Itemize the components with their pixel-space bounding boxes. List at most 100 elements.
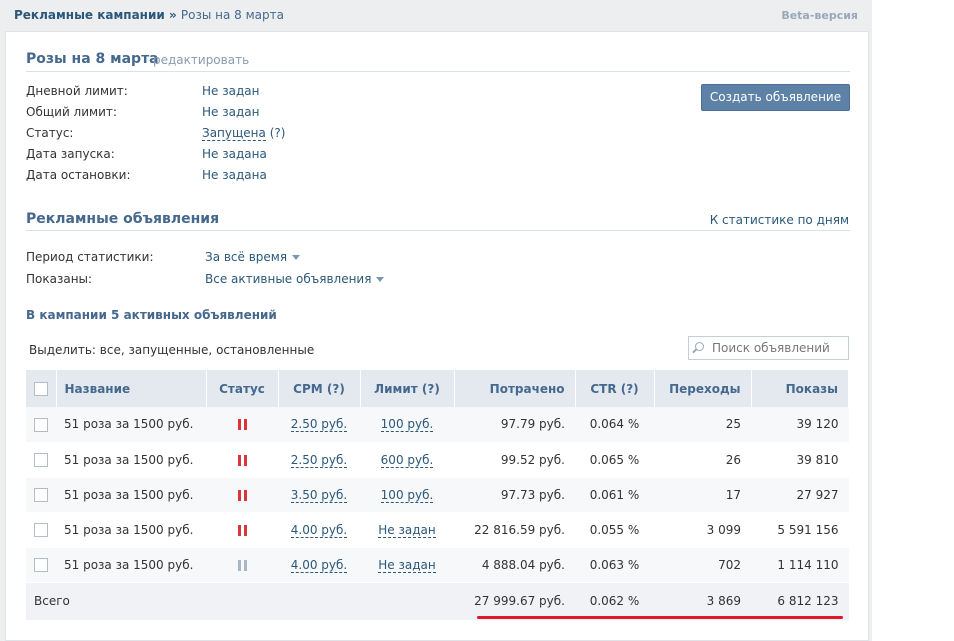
select-running-link[interactable]: запущенные [128,343,209,357]
row-checkbox[interactable] [34,417,48,432]
ad-status-cell [206,407,278,443]
ad-cpm-cell: 2.50 руб. [278,407,360,443]
pause-icon[interactable] [237,559,247,571]
pause-icon[interactable] [237,524,247,536]
ad-ctr: 0.061 % [575,477,654,513]
edit-campaign-link[interactable]: редактировать [153,53,250,67]
pause-icon[interactable] [237,419,247,431]
ad-cpm-cell: 2.50 руб. [278,442,360,478]
ad-cpm-cell: 4.00 руб. [278,547,360,583]
ad-clicks: 26 [654,442,751,478]
status-help[interactable]: (?) [269,126,286,140]
col-ctr[interactable]: CTR (?) [575,370,655,407]
ad-limit-link[interactable]: 100 руб. [380,417,434,433]
breadcrumb-root-link[interactable]: Рекламные кампании [14,8,165,22]
ad-spent: 22 816.59 руб. [454,512,575,548]
stop-date-label: Дата остановки: [26,168,131,182]
search-placeholder: Поиск объявлений [712,341,830,355]
ad-status-cell [206,477,278,513]
ad-views: 1 114 110 [751,547,849,583]
row-checkbox[interactable] [34,487,48,502]
ad-limit-link[interactable]: 100 руб. [380,487,434,503]
row-checkbox[interactable] [34,557,48,572]
table-row: 51 роза за 1500 руб. 4.00 руб. Не задан … [26,512,849,548]
ad-limit-link[interactable]: 600 руб. [380,452,434,468]
ads-table: Название Статус CPM (?) Лимит (?) Потрач… [26,370,849,621]
total-limit-value: Не задан [202,105,260,119]
ad-ctr: 0.063 % [575,547,654,583]
ad-clicks: 3 099 [654,512,751,548]
ad-cpm-link[interactable]: 2.50 руб. [290,452,348,468]
ad-status-cell [206,442,278,478]
col-name[interactable]: Название [56,370,207,407]
search-icon [695,342,704,351]
daily-limit-value: Не задан [202,84,260,98]
select-all-checkbox[interactable] [33,381,48,396]
ad-status-cell [206,547,278,583]
chevron-down-icon [376,277,385,282]
shown-dropdown[interactable]: Все активные объявления [205,272,385,286]
ad-views: 5 591 156 [751,512,849,548]
ad-limit-cell: Не задан [360,547,454,583]
table-row: 51 роза за 1500 руб. 2.50 руб. 600 руб. … [26,442,849,478]
ad-ctr: 0.064 % [575,407,654,443]
search-input[interactable]: Поиск объявлений [688,336,849,360]
breadcrumb-separator: » [168,8,177,22]
total-clicks: 3 869 [654,581,751,621]
row-checkbox-cell [26,547,56,583]
ad-ctr: 0.055 % [575,512,654,548]
table-total-row: Всего 27 999.67 руб. 0.062 % 3 869 6 812 123 [26,581,849,621]
campaign-title: Розы на 8 марта [26,51,159,67]
beta-label: Beta-версия [781,9,858,22]
ad-limit-cell: 600 руб. [360,442,454,478]
start-date-label: Дата запуска: [26,147,115,161]
ad-name-link[interactable]: 51 роза за 1500 руб. [56,477,206,513]
top-bar: Рекламные кампании » Розы на 8 марта Bet… [2,2,870,29]
ad-name-link[interactable]: 51 роза за 1500 руб. [56,407,206,443]
col-clicks[interactable]: Переходы [654,370,752,407]
ad-name-link[interactable]: 51 роза за 1500 руб. [56,547,206,583]
campaign-panel: Розы на 8 марта редактировать Дневной ли… [5,31,869,641]
ad-name-link[interactable]: 51 роза за 1500 руб. [56,512,206,548]
row-checkbox-cell [26,477,56,513]
col-spent[interactable]: Потрачено [454,370,576,407]
status-value[interactable]: Запущена [202,126,266,141]
ad-spent: 99.52 руб. [454,442,575,478]
ad-spent: 97.73 руб. [454,477,575,513]
ad-cpm-link[interactable]: 3.50 руб. [290,487,348,503]
ad-status-cell [206,512,278,548]
ad-cpm-link[interactable]: 4.00 руб. [290,557,348,573]
col-views[interactable]: Показы [751,370,849,407]
row-checkbox[interactable] [34,452,48,467]
ad-limit-link[interactable]: Не задан [378,522,436,538]
select-filter: Выделить: все, запущенные, остановленные [29,343,315,357]
ad-cpm-link[interactable]: 4.00 руб. [290,522,348,538]
pause-icon[interactable] [237,489,247,501]
pause-icon[interactable] [237,454,247,466]
col-status[interactable]: Статус [206,370,279,407]
total-highlight-underline [477,616,843,619]
col-limit[interactable]: Лимит (?) [360,370,455,407]
col-cpm[interactable]: CPM (?) [278,370,361,407]
select-all-link[interactable]: все [99,343,121,357]
period-dropdown[interactable]: За всё время [205,250,301,264]
select-stopped-link[interactable]: остановленные [216,343,315,357]
ad-limit-link[interactable]: Не задан [378,557,436,573]
create-ad-button[interactable]: Создать объявление [701,84,850,111]
daily-limit-label: Дневной лимит: [26,84,128,98]
ad-ctr: 0.065 % [575,442,654,478]
total-limit-label: Общий лимит: [26,105,117,119]
ad-spent: 97.79 руб. [454,407,575,443]
ad-limit-cell: 100 руб. [360,407,454,443]
table-row: 51 роза за 1500 руб. 3.50 руб. 100 руб. … [26,477,849,513]
status-label: Статус: [26,126,74,140]
ads-section-title: Рекламные объявления [26,211,220,227]
ad-name-link[interactable]: 51 роза за 1500 руб. [56,442,206,478]
ad-spent: 4 888.04 руб. [454,547,575,583]
ad-views: 39 810 [751,442,849,478]
daily-stats-link[interactable]: К статистике по дням [709,213,849,227]
ad-cpm-link[interactable]: 2.50 руб. [290,417,348,433]
row-checkbox[interactable] [34,522,48,537]
breadcrumb: Рекламные кампании » Розы на 8 марта [14,8,284,22]
active-ads-count: В кампании 5 активных объявлений [26,308,277,322]
